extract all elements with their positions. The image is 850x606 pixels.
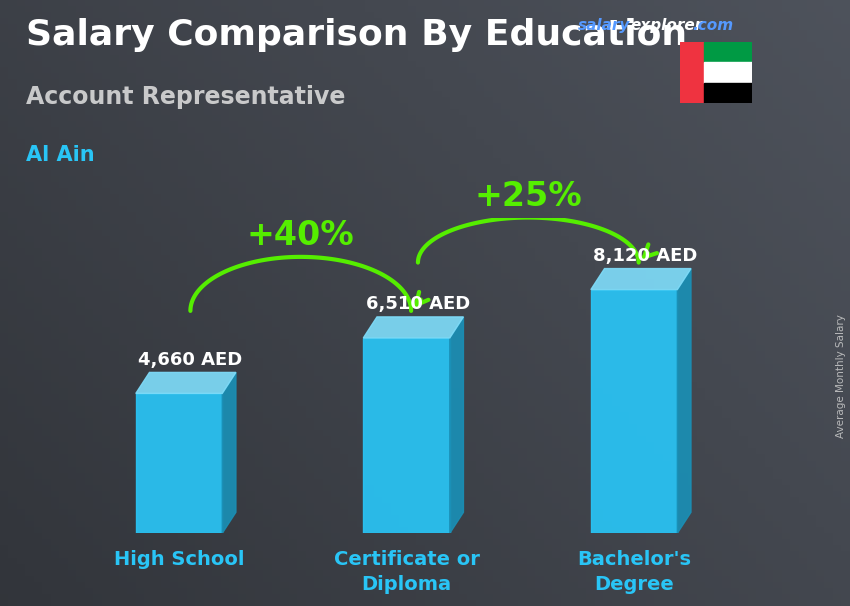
Bar [591, 290, 677, 533]
Polygon shape [450, 317, 463, 533]
Text: 6,510 AED: 6,510 AED [366, 295, 470, 313]
Polygon shape [363, 317, 463, 338]
Bar [704, 62, 752, 83]
Polygon shape [136, 373, 236, 393]
Text: salary: salary [578, 18, 631, 33]
Polygon shape [222, 373, 236, 533]
Text: explorer: explorer [631, 18, 703, 33]
Bar [704, 83, 752, 103]
Text: Al Ain: Al Ain [26, 145, 94, 165]
Bar [363, 338, 450, 533]
Polygon shape [677, 268, 691, 533]
Text: 4,660 AED: 4,660 AED [138, 351, 242, 369]
Text: Account Representative: Account Representative [26, 85, 345, 109]
Text: 8,120 AED: 8,120 AED [593, 247, 698, 265]
Bar [704, 42, 752, 62]
Text: Average Monthly Salary: Average Monthly Salary [836, 314, 846, 438]
Text: .com: .com [692, 18, 733, 33]
Text: +40%: +40% [247, 219, 354, 252]
Text: Salary Comparison By Education: Salary Comparison By Education [26, 18, 687, 52]
Bar [680, 42, 704, 103]
Polygon shape [591, 268, 691, 290]
Text: +25%: +25% [474, 180, 582, 213]
Bar [136, 393, 222, 533]
